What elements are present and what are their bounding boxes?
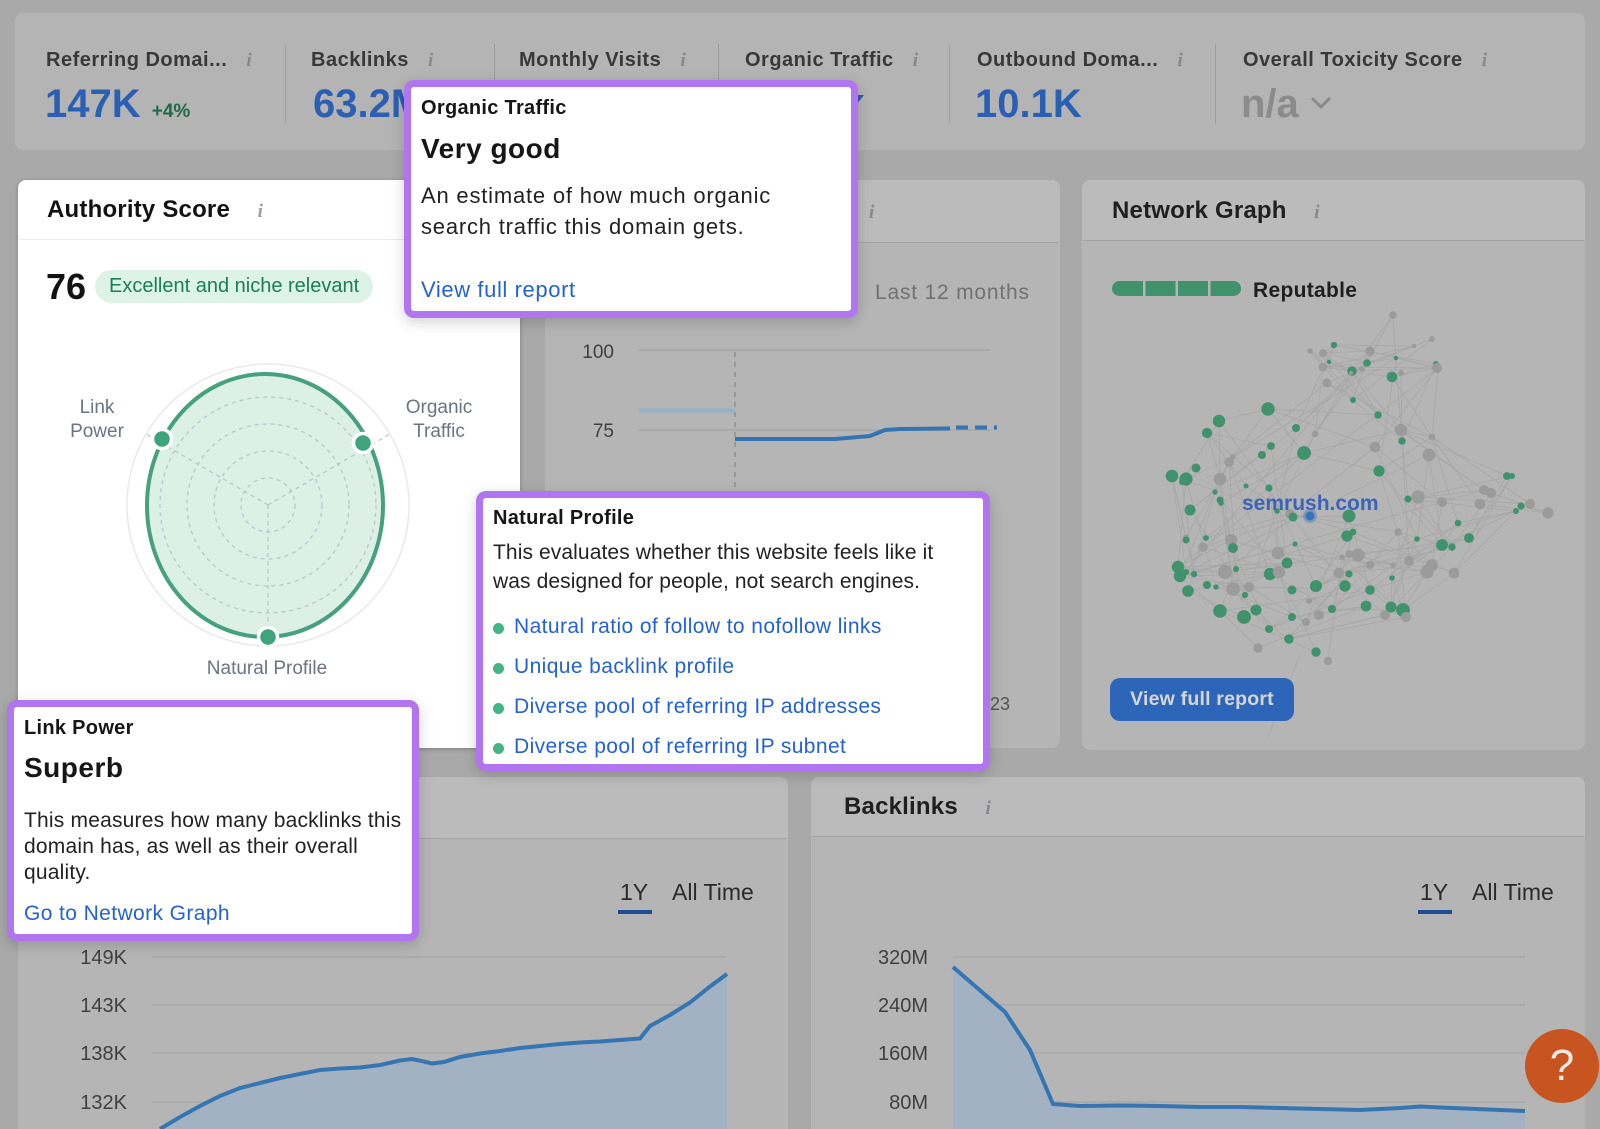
- svg-text:138K: 138K: [80, 1043, 127, 1065]
- svg-text:Natural Profile: Natural Profile: [207, 658, 327, 679]
- svg-text:Organic: Organic: [406, 397, 473, 418]
- svg-text:semrush.com: semrush.com: [1242, 492, 1379, 515]
- svg-text:Traffic: Traffic: [413, 421, 465, 442]
- svg-text:132K: 132K: [80, 1092, 127, 1114]
- svg-text:75: 75: [593, 421, 614, 442]
- svg-text:320M: 320M: [878, 947, 928, 969]
- svg-text:Reputable: Reputable: [1253, 279, 1357, 302]
- svg-text:Power: Power: [70, 421, 125, 442]
- svg-text:160M: 160M: [878, 1043, 928, 1065]
- svg-text:143K: 143K: [80, 995, 127, 1017]
- svg-text:149K: 149K: [80, 947, 127, 969]
- svg-text:80M: 80M: [889, 1092, 928, 1114]
- svg-text:100: 100: [582, 342, 614, 363]
- svg-text:Link: Link: [80, 397, 115, 418]
- svg-text:240M: 240M: [878, 995, 928, 1017]
